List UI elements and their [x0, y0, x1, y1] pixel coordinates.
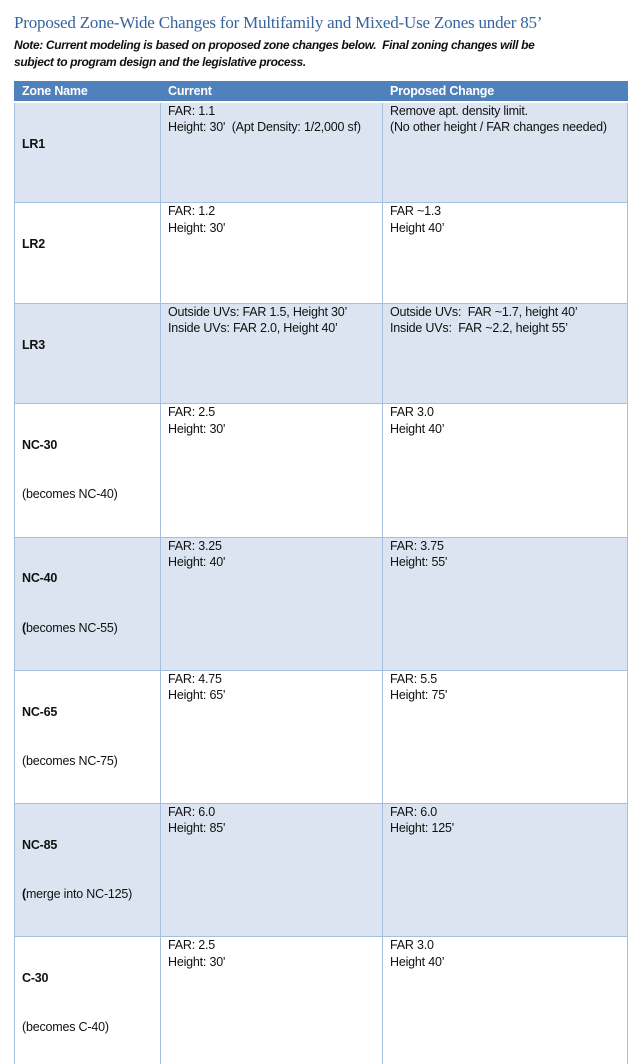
current-value: FAR: 2.5 Height: 30' [160, 936, 383, 1064]
current-value: FAR: 4.75 Height: 65' [160, 669, 383, 805]
zone-cell: NC-65 (becomes NC-75) [14, 669, 161, 805]
proposed-value: FAR 3.0 Height 40’ [382, 403, 628, 538]
current-value: FAR: 1.2 Height: 30' [160, 202, 383, 304]
proposed-value: Outside UVs: FAR ~1.7, height 40’ Inside… [382, 302, 628, 405]
col-header-proposed-change: Proposed Change [382, 81, 628, 103]
zone-name: NC-40 [22, 571, 58, 586]
col-header-current: Current [160, 81, 383, 103]
zone-table-body: LR1 FAR: 1.1 Height: 30' (Apt Density: 1… [14, 101, 628, 1064]
zone-subtitle: (becomes NC-55) [22, 620, 118, 635]
zone-subtitle: (becomes NC-40) [22, 487, 118, 502]
current-value: FAR: 1.1 Height: 30' (Apt Density: 1/2,0… [160, 101, 383, 204]
zone-name: C-30 [22, 971, 49, 986]
current-value: FAR: 2.5 Height: 30' [160, 403, 383, 538]
zone-name: LR3 [22, 337, 46, 352]
table-row: NC-40 (becomes NC-55) FAR: 3.25 Height: … [14, 536, 628, 671]
zone-cell: LR2 [14, 202, 161, 304]
col-header-zone-name: Zone Name [14, 81, 161, 103]
table-row: C-30 (becomes C-40) FAR: 2.5 Height: 30'… [14, 936, 628, 1064]
zone-name: LR1 [22, 136, 46, 151]
table-row: NC-65 (becomes NC-75) FAR: 4.75 Height: … [14, 669, 628, 805]
current-value: Outside UVs: FAR 1.5, Height 30’ Inside … [160, 302, 383, 405]
header-row: Zone Name Current Proposed Change [14, 81, 628, 103]
proposed-value: Remove apt. density limit. (No other hei… [382, 101, 628, 204]
table-row: LR1 FAR: 1.1 Height: 30' (Apt Density: 1… [14, 101, 628, 204]
proposed-value: FAR: 3.75 Height: 55' [382, 536, 628, 671]
zone-cell: NC-85 (merge into NC-125) [14, 803, 161, 938]
table-row: LR2 FAR: 1.2 Height: 30' FAR ~1.3 Height… [14, 202, 628, 304]
proposed-value: FAR: 6.0 Height: 125' [382, 803, 628, 938]
table-row: NC-85 (merge into NC-125) FAR: 6.0 Heigh… [14, 803, 628, 938]
current-value: FAR: 3.25 Height: 40' [160, 536, 383, 671]
note-text: Note: Current modeling is based on propo… [14, 38, 535, 69]
proposed-value: FAR: 5.5 Height: 75' [382, 669, 628, 805]
table-row: NC-30 (becomes NC-40) FAR: 2.5 Height: 3… [14, 403, 628, 538]
page-title: Proposed Zone-Wide Changes for Multifami… [14, 13, 543, 32]
zone-cell: LR3 [14, 302, 161, 405]
zone-subtitle: (becomes C-40) [22, 1020, 109, 1035]
zone-name: LR2 [22, 237, 46, 252]
zone-changes-table: Zone Name Current Proposed Change LR1 FA… [14, 81, 628, 1064]
proposed-value: FAR ~1.3 Height 40’ [382, 202, 628, 304]
proposed-value: FAR 3.0 Height 40’ [382, 936, 628, 1064]
table-header: Zone Name Current Proposed Change [14, 81, 628, 103]
zone-subtitle: (merge into NC-125) [22, 887, 133, 902]
zone-cell: C-30 (becomes C-40) [14, 936, 161, 1064]
table-row: LR3 Outside UVs: FAR 1.5, Height 30’ Ins… [14, 302, 628, 405]
zone-cell: LR1 [14, 101, 161, 204]
zone-name: NC-85 [22, 837, 58, 852]
current-value: FAR: 6.0 Height: 85' [160, 803, 383, 938]
zone-cell: NC-40 (becomes NC-55) [14, 536, 161, 671]
zone-subtitle: (becomes NC-75) [22, 753, 118, 768]
zone-cell: NC-30 (becomes NC-40) [14, 403, 161, 538]
zone-name: NC-65 [22, 704, 58, 719]
zone-name: NC-30 [22, 438, 58, 453]
